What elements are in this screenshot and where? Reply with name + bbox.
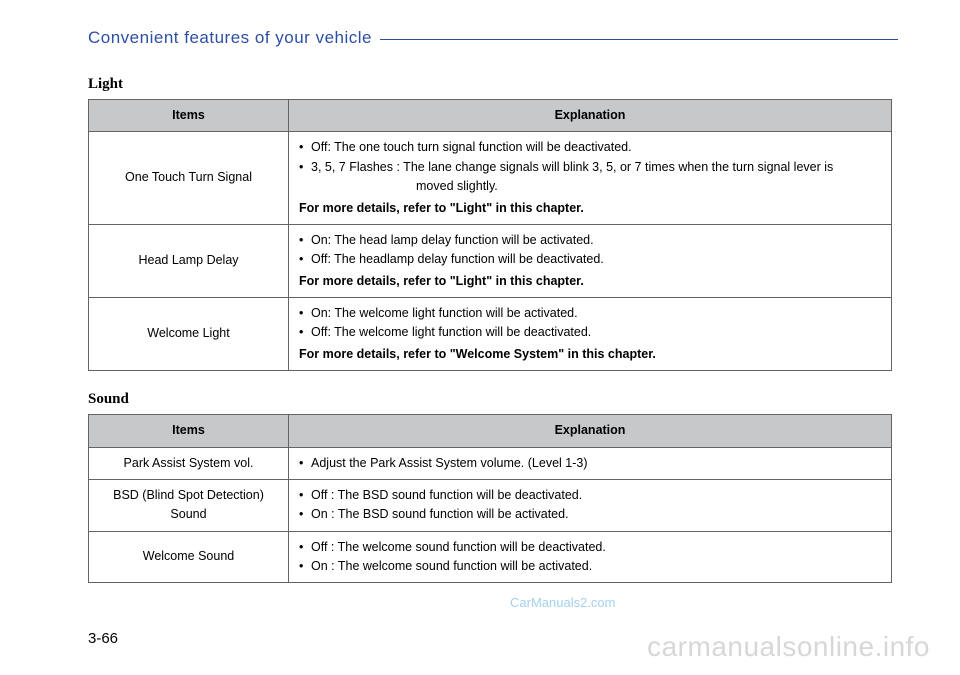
header-title: Convenient features of your vehicle xyxy=(88,28,380,48)
bullet: On : The BSD sound function will be acti… xyxy=(299,505,881,524)
cell-explanation: Off : The BSD sound function will be dea… xyxy=(289,479,892,531)
bullet: Adjust the Park Assist System volume. (L… xyxy=(299,454,881,473)
bullet: Off : The welcome sound function will be… xyxy=(299,538,881,557)
bullet: Off: The one touch turn signal function … xyxy=(299,138,881,157)
table-row: Welcome Sound Off : The welcome sound fu… xyxy=(89,531,892,583)
note: For more details, refer to "Welcome Syst… xyxy=(299,345,881,364)
bullet: Off : The BSD sound function will be dea… xyxy=(299,486,881,505)
light-col-explanation: Explanation xyxy=(289,100,892,132)
cell-explanation: On: The welcome light function will be a… xyxy=(289,298,892,371)
note: For more details, refer to "Light" in th… xyxy=(299,272,881,291)
bullet: Off: The headlamp delay function will be… xyxy=(299,250,881,269)
bullet: 3, 5, 7 Flashes : The lane change signal… xyxy=(299,158,881,197)
watermark: carmanualsonline.info xyxy=(647,631,930,663)
table-row: Park Assist System vol. Adjust the Park … xyxy=(89,447,892,479)
sound-table: Items Explanation Park Assist System vol… xyxy=(88,414,892,583)
sound-col-items: Items xyxy=(89,415,289,447)
cell-item: Head Lamp Delay xyxy=(89,224,289,297)
page-header: Convenient features of your vehicle xyxy=(88,28,892,48)
light-table: Items Explanation One Touch Turn Signal … xyxy=(88,99,892,371)
light-col-items: Items xyxy=(89,100,289,132)
section-title-light: Light xyxy=(88,76,892,93)
watermark-small: CarManuals2.com xyxy=(510,595,616,610)
bullet-continuation: moved slightly. xyxy=(311,177,881,196)
cell-item: Welcome Sound xyxy=(89,531,289,583)
bullet: On: The welcome light function will be a… xyxy=(299,304,881,323)
bullet: Off: The welcome light function will be … xyxy=(299,323,881,342)
cell-item: Park Assist System vol. xyxy=(89,447,289,479)
cell-item: Welcome Light xyxy=(89,298,289,371)
cell-explanation: On: The head lamp delay function will be… xyxy=(289,224,892,297)
table-row: One Touch Turn Signal Off: The one touch… xyxy=(89,132,892,225)
bullet: On: The head lamp delay function will be… xyxy=(299,231,881,250)
cell-explanation: Off: The one touch turn signal function … xyxy=(289,132,892,225)
section-title-sound: Sound xyxy=(88,391,892,408)
cell-explanation: Adjust the Park Assist System volume. (L… xyxy=(289,447,892,479)
table-row: BSD (Blind Spot Detection) Sound Off : T… xyxy=(89,479,892,531)
cell-item: One Touch Turn Signal xyxy=(89,132,289,225)
table-row: Welcome Light On: The welcome light func… xyxy=(89,298,892,371)
cell-item: BSD (Blind Spot Detection) Sound xyxy=(89,479,289,531)
note: For more details, refer to "Light" in th… xyxy=(299,199,881,218)
cell-explanation: Off : The welcome sound function will be… xyxy=(289,531,892,583)
sound-col-explanation: Explanation xyxy=(289,415,892,447)
bullet-text: 3, 5, 7 Flashes : The lane change signal… xyxy=(311,160,833,174)
bullet: On : The welcome sound function will be … xyxy=(299,557,881,576)
page-number: 3-66 xyxy=(88,630,118,647)
table-row: Head Lamp Delay On: The head lamp delay … xyxy=(89,224,892,297)
